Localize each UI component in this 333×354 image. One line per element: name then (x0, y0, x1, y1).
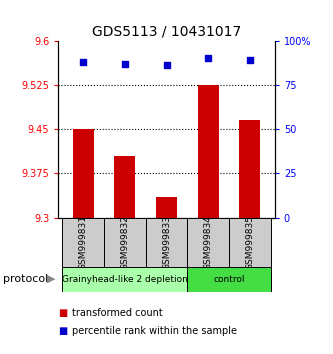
Text: control: control (213, 275, 245, 284)
Point (247, 57, 252, 63)
Bar (229, 218, 270, 267)
Text: GSM999831: GSM999831 (79, 215, 88, 270)
Bar (73, 129, 94, 218)
Bar (115, 156, 135, 218)
Point (164, 63, 169, 68)
Bar (239, 120, 260, 218)
Text: ▶: ▶ (47, 274, 55, 284)
Bar (198, 85, 218, 218)
Text: ■: ■ (58, 308, 68, 318)
Bar (187, 218, 229, 267)
Bar (63, 218, 104, 267)
Title: GDS5113 / 10431017: GDS5113 / 10431017 (92, 24, 241, 38)
Text: percentile rank within the sample: percentile rank within the sample (72, 326, 236, 336)
Text: GSM999833: GSM999833 (162, 215, 171, 270)
Point (205, 56, 211, 61)
Text: GSM999835: GSM999835 (245, 215, 254, 270)
Point (122, 61, 128, 67)
Text: protocol: protocol (3, 274, 49, 284)
Bar (63, 267, 187, 292)
Text: GSM999834: GSM999834 (203, 215, 213, 270)
Text: transformed count: transformed count (72, 308, 163, 318)
Bar (146, 218, 187, 267)
Text: ■: ■ (58, 326, 68, 336)
Text: Grainyhead-like 2 depletion: Grainyhead-like 2 depletion (62, 275, 188, 284)
Bar (187, 267, 270, 292)
Bar (104, 218, 146, 267)
Text: GSM999832: GSM999832 (120, 215, 130, 270)
Bar (156, 197, 177, 218)
Point (81, 59, 86, 65)
